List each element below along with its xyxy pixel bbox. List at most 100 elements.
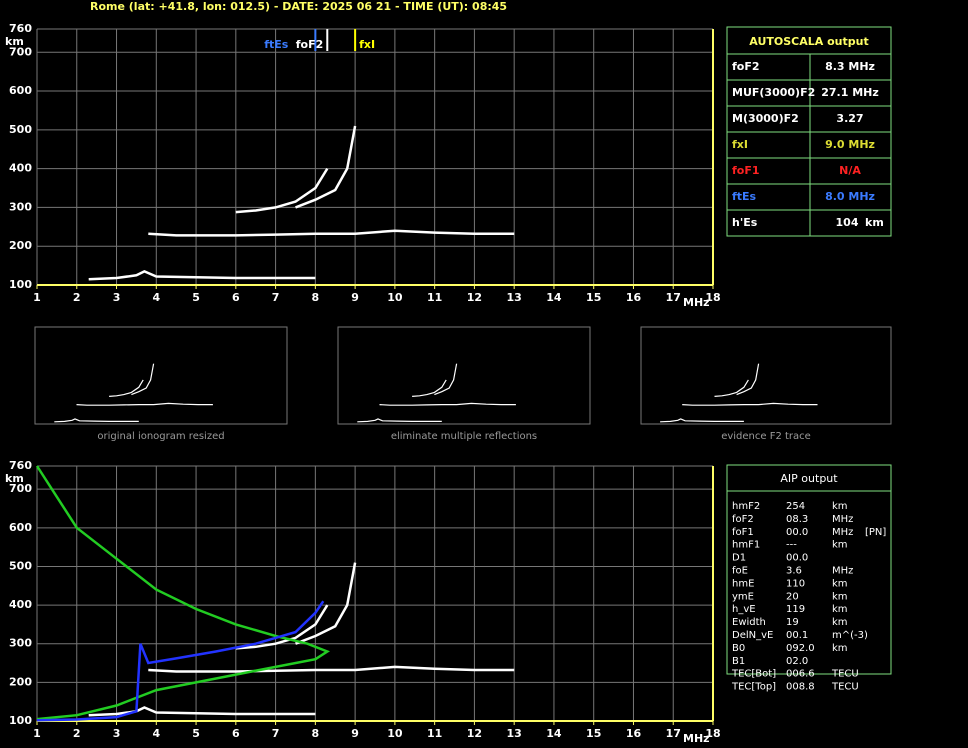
x-tick-label: 12 [467,291,482,304]
aip-cell: 02.0 [786,656,808,667]
autoscala-value: 27.1 MHz [821,86,879,99]
trace [109,379,144,397]
x-tick-label: 13 [507,291,522,304]
aip-cell: foE [732,566,748,577]
aip-cell: B1 [732,656,745,667]
autoscala-value: N/A [839,164,861,177]
x-tick-label: 6 [232,727,240,740]
trace [714,379,749,397]
thumbnail-frame [640,326,892,425]
aip-cell: 08.3 [786,514,808,525]
trace [36,600,325,722]
y-axis-label: km [5,472,24,485]
trace [295,125,357,209]
autoscala-value: 104 [836,216,859,229]
autoscala-value: 8.0 MHz [825,190,875,203]
aip-cell: km [832,617,848,628]
y-tick-label: 700 [9,45,32,58]
y-tick-label: 760 [9,22,32,35]
x-tick-label: 13 [507,727,522,740]
aip-cell: hmF1 [732,540,760,551]
aip-cell: 00.0 [786,527,808,538]
trace [412,379,447,397]
y-tick-label: 400 [9,598,32,611]
aip-cell: DelN_vE [732,630,773,641]
aip-cell: 254 [786,501,805,512]
x-tick-label: 14 [546,727,562,740]
y-tick-label: 400 [9,162,32,175]
x-tick-label: 10 [387,291,403,304]
aip-cell: 20 [786,591,799,602]
x-tick-label: 12 [467,727,482,740]
aip-cell: MHz [832,527,853,538]
trace [148,229,515,237]
aip-cell: 00.1 [786,630,808,641]
x-tick-label: 5 [192,291,200,304]
x-tick-label: 7 [272,727,280,740]
x-tick-label: 2 [73,727,81,740]
aip-cell: 008.8 [786,682,815,693]
aip-cell: --- [786,540,797,551]
aip-cell: km [832,643,848,654]
aip-cell: m^(-3) [832,630,868,641]
y-tick-label: 700 [9,482,32,495]
trace [295,562,357,645]
aip-cell: TEC[Top] [731,682,776,693]
aip-cell: h_vE [732,604,756,615]
aip-cell: B0 [732,643,745,654]
thumbnail-caption: eliminate multiple reflections [391,431,537,442]
autoscala-label: ftEs [732,190,757,203]
aip-cell: km [832,501,848,512]
x-tick-label: 4 [152,727,160,740]
x-tick-label: 4 [152,291,160,304]
x-tick-label: 11 [427,727,442,740]
aip-cell: TECU [831,669,859,680]
trace [88,706,316,717]
x-tick-label: 1 [33,291,41,304]
autoscala-value: 3.27 [836,112,863,125]
aip-cell: ymE [732,591,754,602]
y-axis-label: km [5,35,24,48]
autoscala-label: fxI [732,138,748,151]
aip-cell: 3.6 [786,566,802,577]
thumbnail-frame [337,326,591,425]
x-tick-label: 5 [192,727,200,740]
trace [682,402,818,406]
autoscala-value: 9.0 MHz [825,138,875,151]
aip-cell: km [832,591,848,602]
x-tick-label: 17 [666,727,681,740]
x-tick-label: 18 [705,727,720,740]
aip-cell: km [832,540,848,551]
aip-cell: 119 [786,604,805,615]
y-tick-label: 500 [9,123,32,136]
x-tick-label: 1 [33,727,41,740]
x-tick-label: 3 [113,291,121,304]
x-tick-label: 9 [351,727,359,740]
aip-cell: hmF2 [732,501,760,512]
x-tick-label: 9 [351,291,359,304]
x-axis-label: MHz [683,732,710,745]
x-tick-label: 16 [626,291,642,304]
marker-label: foF2 [296,38,324,51]
y-tick-label: 200 [9,675,32,688]
aip-cell: [PN] [865,527,886,538]
x-tick-label: 17 [666,291,681,304]
autoscala-title: AUTOSCALA output [749,35,868,48]
marker-label: ftEs [264,38,289,51]
aip-cell: hmE [732,578,754,589]
aip-cell: 00.0 [786,553,808,564]
aip-cell: km [832,578,848,589]
x-tick-label: 15 [586,727,601,740]
autoscala-label: foF2 [732,60,760,73]
trace [736,363,760,396]
trace [434,363,458,396]
y-tick-label: 100 [9,714,32,727]
autoscala-label: h'Es [732,216,758,229]
aip-cell: 092.0 [786,643,815,654]
aip-cell: 110 [786,578,805,589]
autoscala-value: 8.3 MHz [825,60,875,73]
aip-cell: 006.6 [786,669,815,680]
thumbnail-caption: evidence F2 trace [721,431,811,442]
x-tick-label: 16 [626,727,642,740]
